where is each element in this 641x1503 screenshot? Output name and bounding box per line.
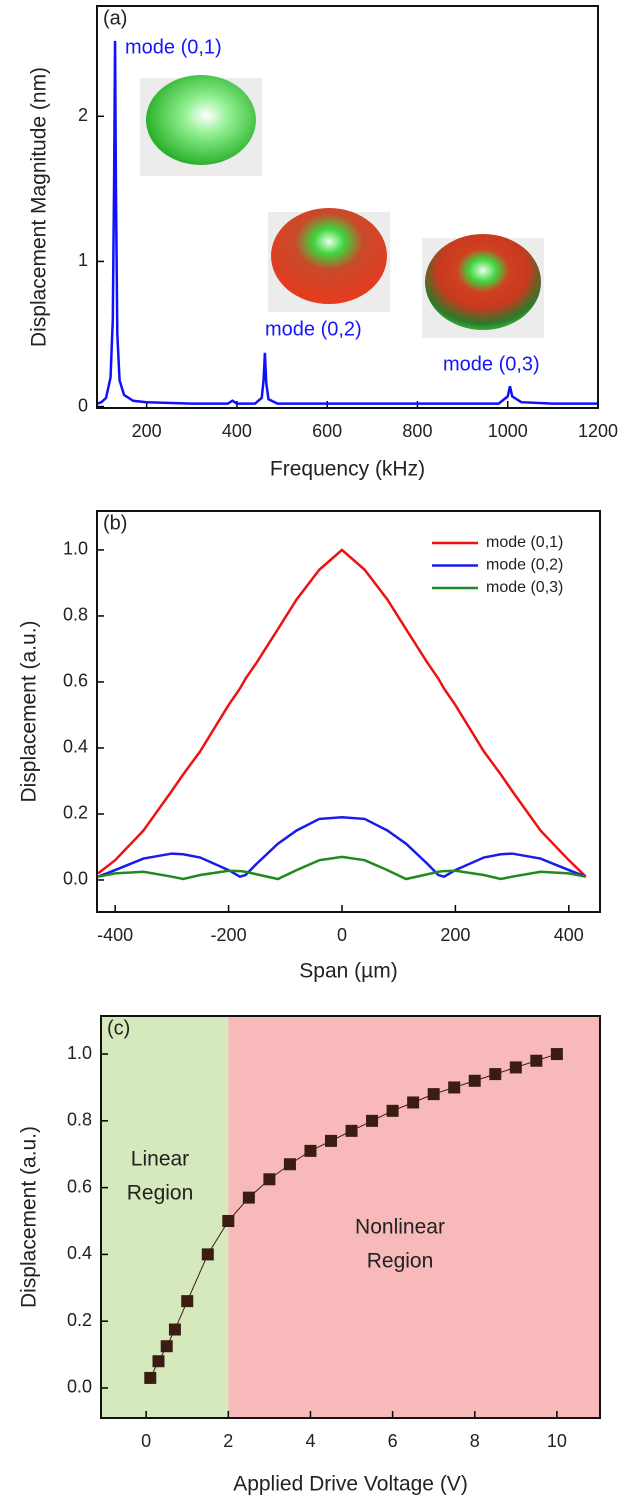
x-tick-label: 600 [312,421,342,441]
y-tick-label: 2 [78,105,88,125]
data-point [448,1081,461,1094]
x-tick-label: 0 [141,1431,151,1451]
region [101,1016,229,1418]
panel-label: (a) [103,7,127,29]
annotation: mode (0,1) [125,36,222,58]
y-tick-label: 0.4 [63,737,88,757]
data-point [386,1104,399,1117]
mode-shape-03 [425,234,541,330]
data-point [152,1355,165,1368]
x-tick-label: 2 [223,1431,233,1451]
legend-label: mode (0,3) [486,579,563,596]
x-tick-label: -400 [97,925,133,945]
y-tick-label: 0.8 [67,1110,92,1130]
annotation: mode (0,3) [443,353,540,375]
y-tick-label: 0.2 [67,1310,92,1330]
data-point [468,1074,481,1087]
plot-frame [100,1015,601,1419]
data-point [345,1124,358,1137]
y-tick-label: 0.8 [63,605,88,625]
y-tick-label: 0 [78,395,88,415]
data-point [366,1114,379,1127]
data-point [222,1215,235,1228]
y-axis-title: Displacement Magnitude (nm) [28,67,51,347]
annotation: mode (0,2) [265,318,362,340]
data-line [97,855,587,881]
region-label: Region [367,1250,434,1273]
data-point [407,1096,420,1109]
panel-label: (b) [103,512,127,534]
region [228,1016,600,1418]
y-tick-label: 0.2 [63,803,88,823]
x-tick-label: 400 [222,421,252,441]
x-tick-label: 1200 [578,421,618,441]
x-tick-label: 6 [388,1431,398,1451]
data-point [160,1340,173,1353]
x-tick-label: 200 [132,421,162,441]
x-tick-label: 800 [402,421,432,441]
region-label: Linear [131,1148,189,1171]
mode-shape-insets [140,75,544,338]
y-tick-label: 1.0 [67,1043,92,1063]
x-axis-title: Applied Drive Voltage (V) [233,1473,468,1496]
y-tick-label: 1 [78,250,88,270]
x-axis-title: Frequency (kHz) [270,458,425,481]
data-line [97,816,587,879]
data-point [489,1068,502,1081]
y-tick-label: 0.6 [63,671,88,691]
x-tick-label: 4 [305,1431,315,1451]
y-axis-title: Displacement (a.u.) [18,620,41,802]
region-label: Nonlinear [355,1216,445,1239]
x-tick-label: -200 [211,925,247,945]
data-point [144,1371,157,1384]
data-point [427,1088,440,1101]
data-point [304,1144,317,1157]
legend-label: mode (0,2) [486,557,563,574]
x-tick-label: 8 [470,1431,480,1451]
data-line [97,548,587,878]
x-axis-title: Span (µm) [299,960,397,983]
legend-label: mode (0,1) [486,534,563,551]
data-point [181,1295,194,1308]
mode-shape-02 [271,208,387,304]
data-line [96,40,598,405]
x-tick-label: 0 [337,925,347,945]
data-point [509,1061,522,1074]
data-point [283,1158,296,1171]
y-axis-title: Displacement (a.u.) [18,1126,41,1308]
data-point [168,1323,181,1336]
data-point [550,1048,563,1061]
x-tick-label: 400 [554,925,584,945]
plot-frame [96,5,599,409]
y-tick-label: 0.6 [67,1176,92,1196]
mode-shape-01 [146,75,256,165]
region-label: Region [127,1182,194,1205]
y-tick-label: 1.0 [63,539,88,559]
x-tick-label: 1000 [488,421,528,441]
y-tick-label: 0.0 [63,869,88,889]
y-tick-label: 0.4 [67,1243,92,1263]
data-point [530,1054,543,1067]
x-tick-label: 10 [547,1431,567,1451]
y-tick-label: 0.0 [67,1377,92,1397]
panel-label: (c) [107,1017,130,1039]
x-tick-label: 200 [440,925,470,945]
data-point [324,1134,337,1147]
data-point [242,1191,255,1204]
data-point [201,1248,214,1261]
data-point [263,1173,276,1186]
plot-frame [96,510,601,913]
